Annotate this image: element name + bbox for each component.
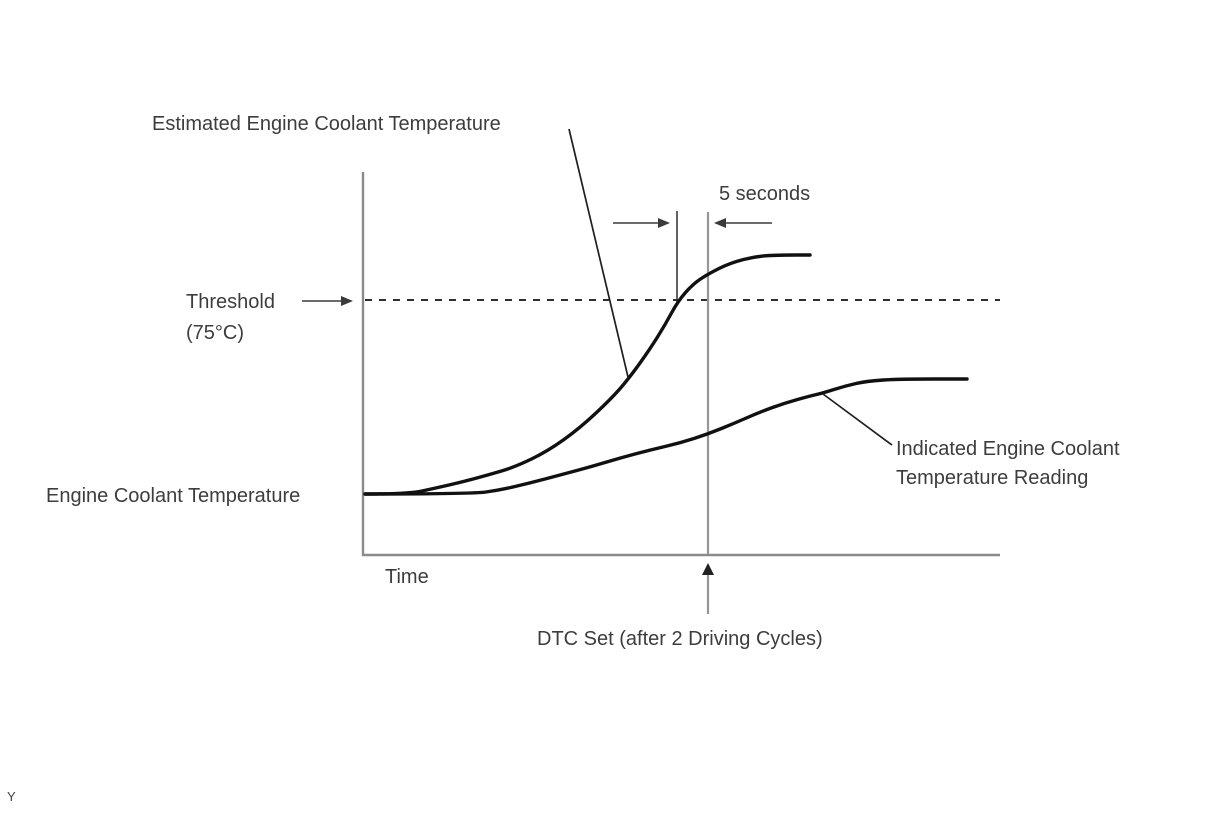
threshold-label-line1: Threshold: [186, 291, 275, 313]
estimated-label-leader-line: [568, 128, 629, 378]
dtc-set-label: DTC Set (after 2 Driving Cycles): [537, 628, 823, 650]
indicated-curve-label-line2: Temperature Reading: [896, 467, 1089, 489]
indicated-curve-label-line1: Indicated Engine Coolant: [896, 438, 1120, 460]
indicated-curve-label: Indicated Engine Coolant Temperature Rea…: [896, 435, 1120, 493]
five-seconds-label: 5 seconds: [719, 183, 811, 205]
y-axis-label: Engine Coolant Temperature: [46, 485, 301, 507]
threshold-label: Threshold (75°C): [186, 287, 275, 349]
page-marker: Y: [7, 789, 16, 804]
indicated-temperature-curve: [363, 377, 969, 496]
estimated-temperature-curve: [363, 253, 812, 496]
threshold-label-line2: (75°C): [186, 322, 245, 344]
indicated-label-leader-line: [822, 393, 893, 446]
estimated-curve-label: Estimated Engine Coolant Temperature: [152, 113, 501, 135]
x-axis-label: Time: [385, 566, 429, 588]
